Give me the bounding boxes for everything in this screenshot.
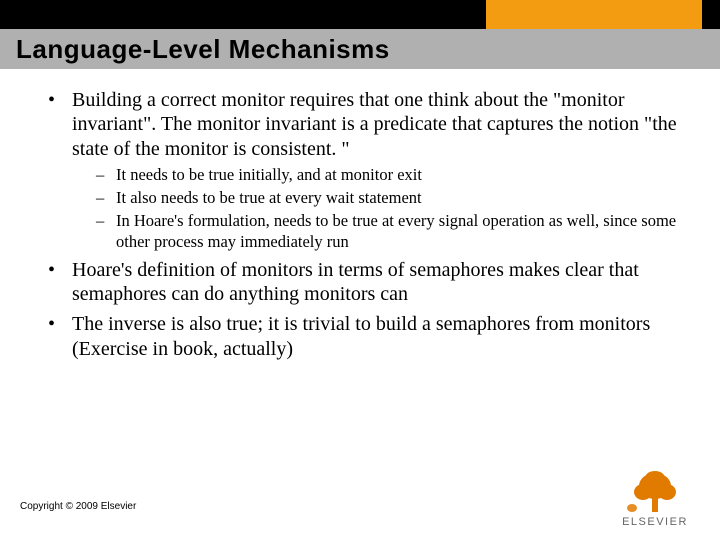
sub-bullet-item: In Hoare's formulation, needs to be true… [72, 211, 684, 251]
copyright-text: Copyright © 2009 Elsevier [20, 501, 136, 512]
slide-content: Building a correct monitor requires that… [44, 88, 684, 367]
slide-title: Language-Level Mechanisms [16, 34, 390, 65]
bullet-item: Building a correct monitor requires that… [44, 88, 684, 252]
sub-bullet-text: It needs to be true initially, and at mo… [116, 165, 422, 184]
sub-bullet-item: It needs to be true initially, and at mo… [72, 165, 684, 185]
bullet-text: Building a correct monitor requires that… [72, 89, 677, 160]
bullet-text: Hoare's definition of monitors in terms … [72, 259, 639, 305]
elsevier-logo: ELSEVIER [610, 470, 700, 528]
bullet-text: The inverse is also true; it is trivial … [72, 313, 650, 359]
bullet-list: Building a correct monitor requires that… [44, 88, 684, 361]
sub-bullet-item: It also needs to be true at every wait s… [72, 188, 684, 208]
tree-icon [625, 470, 685, 514]
orange-accent-box [486, 0, 702, 29]
bullet-item: The inverse is also true; it is trivial … [44, 312, 684, 361]
bullet-item: Hoare's definition of monitors in terms … [44, 258, 684, 307]
title-bar: Language-Level Mechanisms [0, 29, 720, 69]
logo-label: ELSEVIER [610, 516, 700, 528]
sub-bullet-list: It needs to be true initially, and at mo… [72, 165, 684, 252]
sub-bullet-text: It also needs to be true at every wait s… [116, 188, 422, 207]
sub-bullet-text: In Hoare's formulation, needs to be true… [116, 211, 676, 250]
slide: Language-Level Mechanisms Building a cor… [0, 0, 720, 540]
